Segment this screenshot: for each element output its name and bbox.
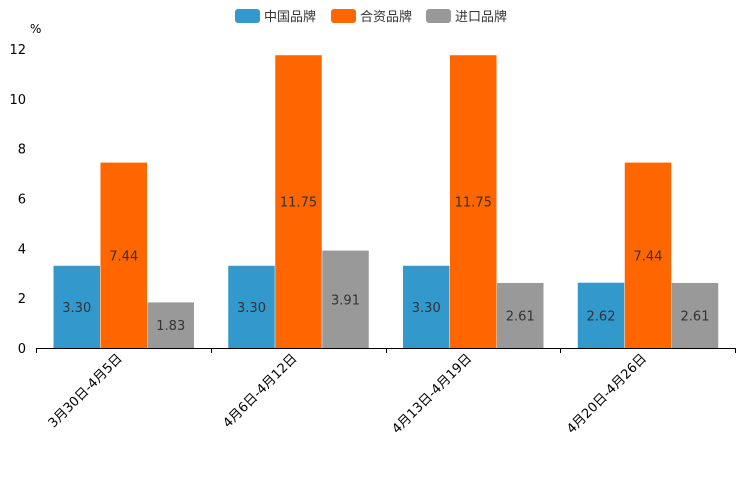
x-category-label: 4月6日-4月12日	[221, 351, 301, 431]
y-tick-label: 10	[9, 93, 26, 108]
legend-label[interactable]: 中国品牌	[264, 9, 316, 25]
data-label: 11.75	[280, 196, 317, 211]
y-tick-label: 8	[18, 143, 26, 158]
bar[interactable]	[497, 282, 544, 348]
data-label: 3.30	[412, 301, 441, 316]
data-label: 2.62	[587, 309, 616, 324]
bars: 3.30 7.44 1.83 3.30 11.75 3.91 3.30 11.75 2.61 2.…	[53, 55, 719, 349]
x-category-label: 3月30日-4月5日	[46, 351, 126, 431]
bar[interactable]	[100, 162, 148, 348]
legend-swatch[interactable]	[331, 9, 356, 23]
legend-label[interactable]: 合资品牌	[360, 9, 412, 25]
y-tick-label: 4	[18, 242, 26, 257]
y-tick-label: 0	[18, 342, 26, 357]
data-label: 3.30	[237, 301, 266, 316]
x-axis: 3月30日-4月5日 4月6日-4月12日 4月13日-4月19日 4月20日-4月2…	[36, 348, 736, 437]
y-tick-label: 12	[9, 43, 26, 58]
bar[interactable]	[624, 162, 672, 348]
data-label: 3.30	[62, 301, 91, 316]
data-label: 11.75	[455, 196, 492, 211]
bar[interactable]	[228, 265, 275, 348]
y-tick-label: 6	[18, 193, 26, 208]
bar[interactable]	[577, 282, 625, 348]
bar[interactable]	[147, 302, 195, 348]
chart-legend: 中国品牌 合资品牌 进口品牌	[235, 9, 507, 25]
data-label: 7.44	[634, 249, 663, 264]
bar[interactable]	[322, 250, 369, 348]
bar[interactable]	[53, 265, 101, 348]
bar[interactable]	[671, 282, 719, 348]
bar[interactable]	[450, 55, 497, 349]
data-label: 2.61	[681, 309, 710, 324]
legend-label[interactable]: 进口品牌	[455, 9, 507, 25]
legend-swatch[interactable]	[426, 9, 451, 23]
y-tick-label: 2	[18, 292, 26, 307]
data-label: 1.83	[156, 319, 185, 334]
x-category-label: 4月20日-4月26日	[564, 351, 650, 437]
legend-swatch[interactable]	[235, 9, 260, 23]
data-label: 2.61	[506, 309, 535, 324]
data-label: 3.91	[331, 293, 360, 308]
bar[interactable]	[275, 55, 322, 349]
y-axis: 0 2 4 6 8 10 12	[9, 43, 26, 357]
data-label: 7.44	[109, 249, 138, 264]
x-category-label: 4月13日-4月19日	[389, 351, 475, 437]
y-axis-unit-label: %	[30, 22, 41, 36]
bar[interactable]	[403, 265, 450, 348]
